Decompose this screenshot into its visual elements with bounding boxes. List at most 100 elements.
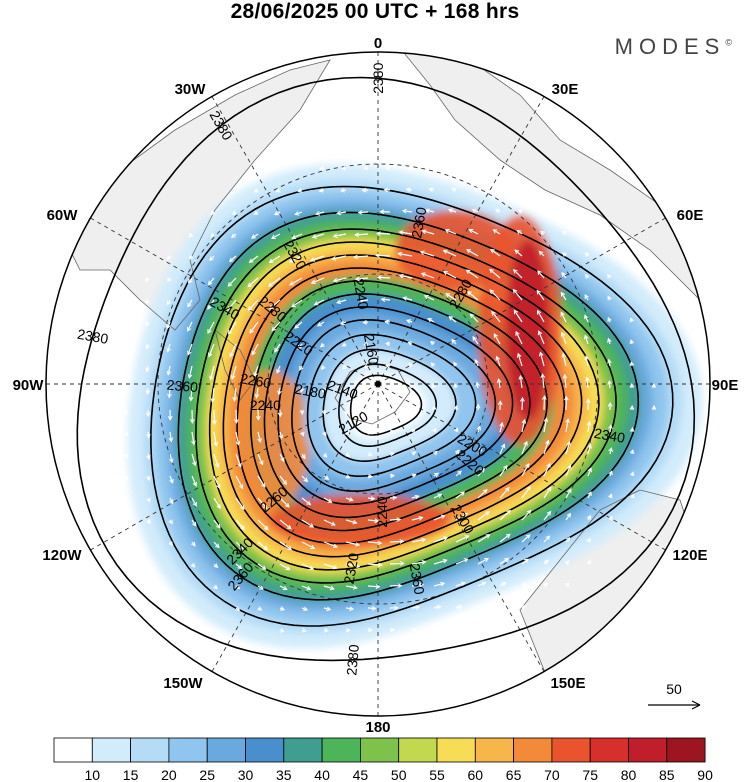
wind-vector-head (587, 491, 592, 497)
wind-vector (354, 255, 369, 258)
wind-vector (560, 312, 567, 323)
wind-vector-head (279, 606, 285, 611)
colorbar-tick-label: 35 (276, 767, 292, 782)
wind-vector-head (166, 324, 171, 330)
wind-vector-head (355, 542, 361, 547)
wind-vector-head (248, 258, 254, 264)
wind-vector (536, 290, 545, 301)
wind-vector-head (322, 452, 328, 458)
wind-vector-head (440, 514, 446, 520)
wind-vector-head (239, 544, 244, 550)
wind-vector-head (384, 165, 390, 171)
wind-vector-head (167, 415, 173, 421)
wind-vector-head (362, 319, 368, 325)
wind-vector (274, 343, 281, 353)
wind-vector (499, 558, 509, 565)
coastline (214, 328, 256, 401)
wind-vector-head (375, 584, 381, 589)
wind-vector (257, 475, 266, 488)
wind-vector-head (562, 373, 568, 379)
wind-vector (213, 453, 219, 468)
wind-vector-head (468, 229, 474, 234)
wind-vector-head (145, 412, 151, 418)
wind-vector-head (368, 627, 374, 633)
wind-vector-head (561, 271, 566, 277)
wind-vector (467, 291, 479, 301)
wind-vector-head (303, 477, 309, 483)
wind-vector-head (495, 187, 501, 192)
wind-vector-head (167, 300, 172, 306)
wind-vector-head (329, 585, 335, 591)
wind-vector-head (390, 627, 396, 633)
wind-vector (345, 497, 353, 501)
wind-vector (345, 607, 354, 610)
wind-vector (584, 314, 589, 323)
parallel-circle (157, 163, 599, 605)
wind-vector (472, 336, 479, 345)
wind-vector-head (291, 303, 296, 308)
wind-vector-head (543, 582, 548, 588)
wind-vector (291, 233, 303, 239)
wind-vector (399, 231, 413, 235)
colorbar-tick-label: 50 (391, 767, 407, 782)
wind-vector-head (608, 424, 613, 430)
wind-vector-head (330, 521, 336, 526)
contour-line (263, 293, 531, 519)
wind-vector-head (187, 350, 192, 356)
colorbar-swatch (628, 737, 668, 763)
wind-vector-head (482, 488, 488, 494)
wind-vector-head (255, 415, 261, 421)
wind-vector (420, 251, 435, 257)
wind-vector-head (398, 273, 404, 279)
wind-vector-head (411, 451, 417, 456)
wind-vector (587, 467, 592, 477)
wind-vector (190, 387, 193, 401)
wind-vector-head (332, 278, 338, 283)
contour-line (306, 333, 477, 478)
wind-vector-head (442, 271, 448, 276)
wind-vector (279, 453, 285, 462)
wind-vector-head (247, 282, 253, 288)
wind-vector-head (269, 305, 274, 310)
wind-vector (255, 387, 259, 398)
wind-vector (207, 299, 215, 310)
wind-vector-head (332, 564, 338, 570)
pole-marker (375, 381, 381, 387)
wind-vector (247, 277, 259, 288)
wind-vector (489, 268, 501, 279)
wind-vector (310, 255, 325, 262)
wind-vector (424, 295, 435, 301)
wind-vector-head (336, 299, 342, 304)
wind-vector-head (427, 318, 433, 323)
wind-vector-head (216, 523, 221, 529)
wind-vector-head (247, 306, 253, 311)
wind-vector (167, 343, 171, 352)
wind-vector-head (607, 295, 612, 301)
wind-vector (191, 519, 197, 527)
wind-vector (191, 431, 195, 445)
wind-vector-head (442, 558, 448, 564)
wind-vector-head (505, 533, 511, 539)
wind-vector (399, 274, 413, 279)
wind-vector-head (213, 563, 219, 569)
wind-vector (257, 453, 264, 465)
colorbar-swatch (321, 737, 361, 763)
wind-vector-head (297, 187, 303, 193)
wind-vector-head (457, 605, 463, 610)
wind-vector (541, 374, 545, 389)
colorbar-swatch (513, 737, 553, 763)
wind-vector-head (629, 382, 635, 388)
wind-vector-head (363, 341, 369, 347)
wind-vector (515, 331, 523, 345)
wind-vector (213, 541, 220, 548)
wind-vector (521, 397, 524, 411)
wind-vector-head (629, 317, 634, 323)
wind-vector (455, 535, 469, 543)
wind-vector-head (227, 306, 232, 312)
wind-vector (375, 254, 391, 257)
wind-vector-head (267, 282, 273, 287)
wind-vectors (123, 165, 657, 633)
wind-vector-head (286, 524, 292, 530)
wind-vector (208, 277, 215, 285)
wind-vector-head (235, 606, 241, 611)
